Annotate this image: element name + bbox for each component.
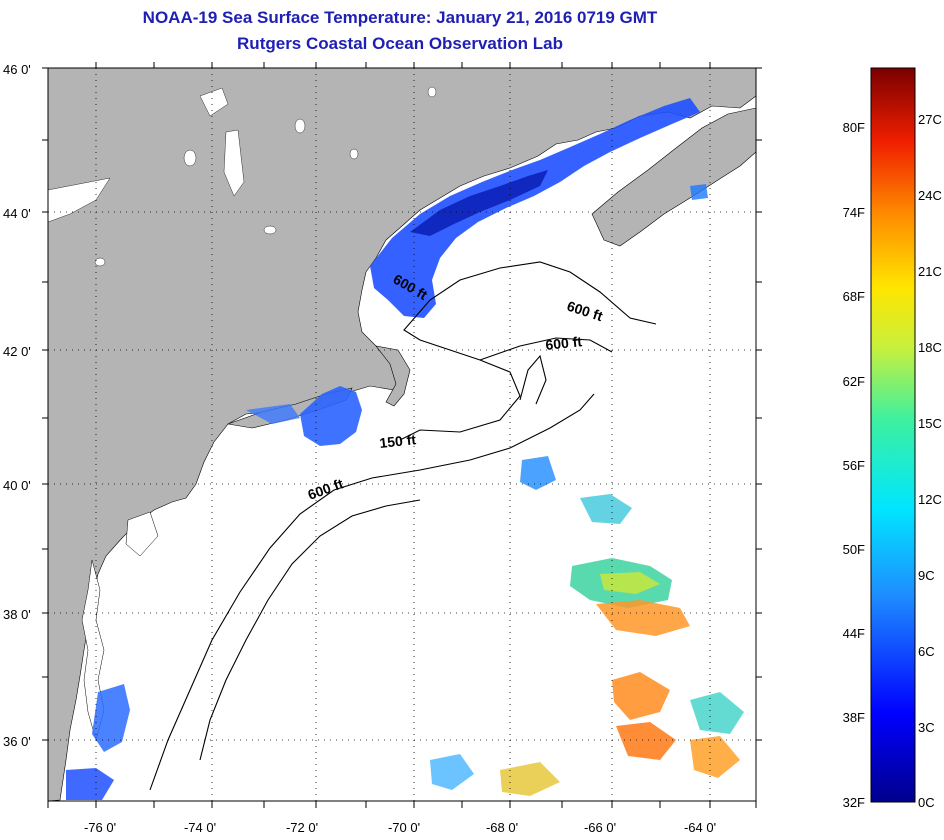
- lon-label: -74 0': [184, 820, 216, 835]
- lon-label: -66 0': [584, 820, 616, 835]
- cold-water-southern-new-england: [300, 386, 362, 446]
- latitude-labels: 46 0' 44 0' 42 0' 40 0' 38 0' 36 0': [3, 62, 31, 749]
- colorbar-f-label: 56F: [843, 458, 865, 473]
- lat-label: 42 0': [3, 344, 31, 359]
- colorbar-f-label: 62F: [843, 374, 865, 389]
- map-subtitle: Rutgers Coastal Ocean Observation Lab: [237, 34, 563, 53]
- colorbar-c-label: 15C: [918, 416, 942, 431]
- lon-label: -76 0': [84, 820, 116, 835]
- colorbar-c-label: 21C: [918, 264, 942, 279]
- colorbar-c-label: 0C: [918, 795, 935, 810]
- warm-water-gulf-stream: [430, 184, 744, 796]
- colorbar-f-label: 80F: [843, 120, 865, 135]
- lat-label: 46 0': [3, 62, 31, 77]
- colorbar: [870, 67, 916, 803]
- lat-label: 36 0': [3, 734, 31, 749]
- colorbar-f-label: 32F: [843, 795, 865, 810]
- cold-water-gulf-of-maine: [370, 98, 700, 318]
- cold-water-long-island: [246, 404, 300, 424]
- colorbar-fahrenheit-labels: 80F 74F 68F 62F 56F 50F 44F 38F 32F: [843, 120, 865, 810]
- land-nova-scotia: [591, 107, 756, 247]
- colorbar-c-label: 6C: [918, 644, 935, 659]
- cold-water-chesapeake: [92, 684, 130, 752]
- colorbar-c-label: 3C: [918, 720, 935, 735]
- cold-water-deep: [410, 170, 548, 236]
- colorbar-f-label: 38F: [843, 710, 865, 725]
- inland-lakes: [48, 86, 437, 267]
- colorbar-f-label: 44F: [843, 626, 865, 641]
- axis-ticks: [42, 62, 762, 808]
- lon-label: -72 0': [286, 820, 318, 835]
- lat-label: 38 0': [3, 607, 31, 622]
- colorbar-c-label: 24C: [918, 188, 942, 203]
- colorbar-f-label: 74F: [843, 205, 865, 220]
- contour-label: 150 ft: [379, 431, 417, 451]
- lon-label: -68 0': [486, 820, 518, 835]
- map-frame: [47, 67, 757, 802]
- colorbar-f-label: 68F: [843, 289, 865, 304]
- land-cape-cod: [375, 345, 411, 407]
- longitude-labels: -76 0' -74 0' -72 0' -70 0' -68 0' -66 0…: [84, 820, 716, 835]
- lon-label: -64 0': [684, 820, 716, 835]
- depth-contours: [149, 261, 657, 791]
- map-title: NOAA-19 Sea Surface Temperature: January…: [142, 8, 658, 27]
- lat-label: 40 0': [3, 478, 31, 493]
- lon-label: -70 0': [388, 820, 420, 835]
- colorbar-c-label: 12C: [918, 492, 942, 507]
- graticule: [48, 68, 756, 801]
- cold-water-outer-banks: [66, 768, 114, 800]
- colorbar-celsius-labels: 27C 24C 21C 18C 15C 12C 9C 6C 3C 0C: [918, 112, 942, 810]
- colorbar-c-label: 27C: [918, 112, 942, 127]
- colorbar-f-label: 50F: [843, 542, 865, 557]
- contour-label: 600 ft: [545, 333, 583, 353]
- colorbar-c-label: 18C: [918, 340, 942, 355]
- lat-label: 44 0': [3, 206, 31, 221]
- delaware-bay: [125, 511, 159, 557]
- colorbar-c-label: 9C: [918, 568, 935, 583]
